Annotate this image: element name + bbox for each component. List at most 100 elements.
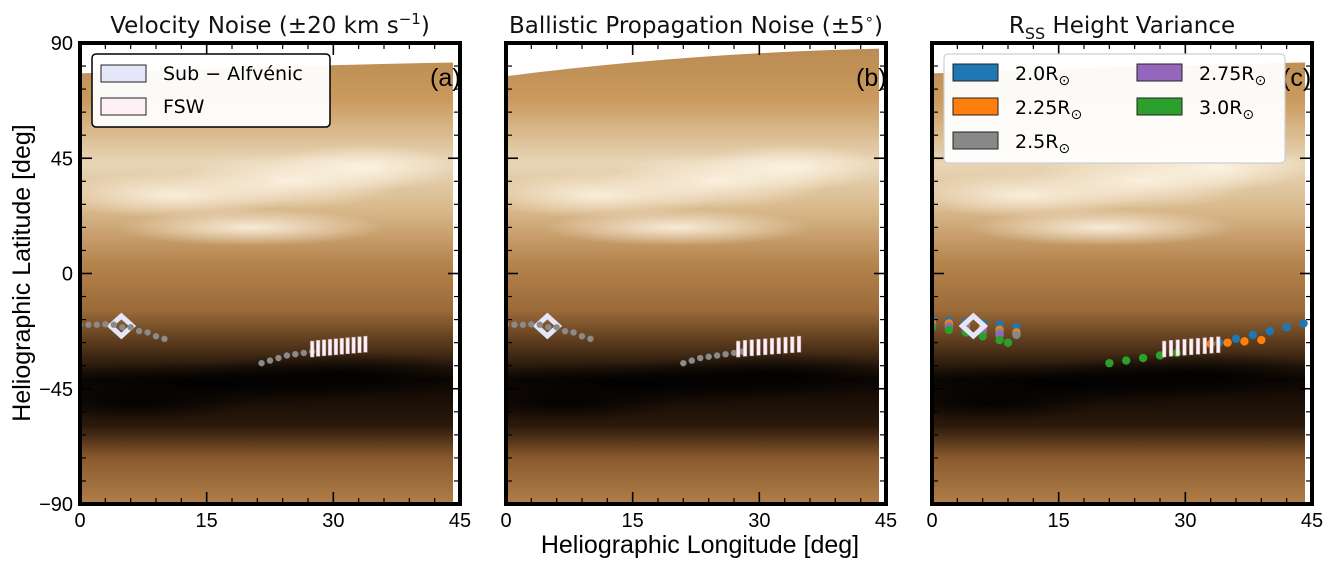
legend-label: 2.0R⊙ [1015, 63, 1070, 89]
data-point [327, 338, 333, 356]
panel-a: 0 15 30 45 90 45 0 −45 −90 Velocity Noise (±20 km… [39, 10, 471, 532]
data-point [1231, 334, 1241, 344]
data-point [93, 321, 101, 328]
data-point [127, 324, 134, 331]
data-point [345, 337, 350, 355]
title-subscript: SS [1025, 24, 1045, 43]
bright-region [970, 208, 1236, 246]
data-point [697, 354, 704, 362]
data-point [528, 321, 535, 328]
panel-label: (a) [430, 64, 461, 92]
data-point [958, 312, 989, 340]
bright-region [270, 144, 460, 191]
data-point [316, 339, 321, 357]
legend-swatch [952, 131, 999, 150]
x-tick-label: 30 [748, 510, 770, 532]
data-point [1248, 330, 1258, 340]
data-point [321, 339, 327, 357]
synoptic-map-background [506, 43, 886, 504]
data-point [680, 359, 687, 367]
data-point [275, 354, 282, 362]
data-point [266, 357, 274, 364]
dark-region [932, 384, 1103, 422]
data-point [102, 321, 109, 328]
x-tick-label: 0 [926, 510, 937, 532]
y-tick-label: −45 [39, 379, 73, 401]
title-superscript: −1 [399, 10, 421, 28]
bright-region [544, 208, 810, 246]
x-tick-label: 30 [1174, 510, 1196, 532]
title-main: R [1009, 13, 1025, 39]
panel-b: 0 15 30 45 Ballistic Propagation Noise (±5∘)… [500, 10, 897, 532]
data-point [763, 338, 768, 356]
data-point [1105, 358, 1114, 368]
legend-box [943, 53, 1286, 164]
legend-box [91, 53, 331, 128]
series-fsw-3 [736, 335, 802, 358]
legend-label-sub: ⊙ [1071, 107, 1083, 123]
data-point [152, 333, 160, 340]
legend-label-base: 2.75R [1199, 63, 1255, 85]
data-point [144, 329, 151, 336]
data-point [310, 340, 315, 358]
legend-label-sub: ⊙ [1242, 107, 1254, 123]
series-fsw-6 [1162, 336, 1221, 358]
legend-label: 2.25R⊙ [1015, 97, 1082, 123]
y-axis-label: Heliographic Latitude [deg] [8, 124, 36, 421]
data-point [749, 339, 754, 357]
data-point [119, 324, 126, 331]
legend-swatch [1136, 97, 1183, 116]
data-point [742, 339, 748, 357]
legend-label-sub: ⊙ [1058, 141, 1070, 157]
data-point [1299, 319, 1308, 328]
legend-label: FSW [163, 96, 205, 118]
series-sub_alfvenic-5 [958, 312, 989, 340]
data-point [1202, 337, 1207, 355]
data-point [519, 321, 527, 328]
x-tick-label: 0 [500, 510, 511, 532]
data-point [363, 335, 368, 353]
legend-label: 3.0R⊙ [1199, 97, 1254, 123]
panel-title: Ballistic Propagation Noise (±5∘) [509, 10, 883, 39]
panel-label: (c) [1282, 64, 1311, 92]
data-point [1155, 351, 1165, 360]
legend-label: Sub − Alfvénic [163, 63, 303, 85]
data-point [511, 321, 518, 328]
title-end: ) [874, 13, 883, 39]
data-point [1195, 337, 1201, 355]
x-tick-label: 15 [1048, 510, 1070, 532]
panel-title: RSS Height Variance [1009, 13, 1235, 43]
data-point [1223, 338, 1232, 347]
data-point [283, 352, 291, 359]
data-point [736, 340, 741, 358]
x-tick-label: 45 [449, 510, 471, 532]
y-tick-label: 0 [62, 264, 73, 286]
data-point [1265, 326, 1274, 336]
title-main: Velocity Noise (±20 km s [110, 13, 399, 39]
bright-region [118, 208, 384, 246]
data-point [536, 321, 543, 328]
x-tick-label: 15 [622, 510, 644, 532]
data-marks [506, 312, 802, 367]
x-tick-label: 30 [322, 510, 344, 532]
dark-region [80, 384, 251, 422]
x-tick-label: 45 [875, 510, 897, 532]
data-point [1282, 323, 1291, 332]
data-point [110, 321, 117, 328]
data-point [688, 357, 695, 364]
title-end: ) [421, 13, 430, 39]
data-point [1138, 353, 1148, 363]
data-point [561, 327, 569, 335]
data-point [85, 321, 92, 328]
title-main: Ballistic Propagation Noise (±5 [509, 13, 865, 39]
x-tick-label: 45 [1301, 510, 1323, 532]
data-point [776, 337, 781, 355]
ticks [931, 42, 1313, 505]
legend-label-base: 2.0R [1015, 63, 1058, 85]
data-point [1257, 335, 1266, 345]
data-point [769, 337, 775, 355]
data-point [351, 336, 356, 354]
legend-swatch [1136, 63, 1183, 82]
title-end: Height Variance [1045, 13, 1235, 39]
